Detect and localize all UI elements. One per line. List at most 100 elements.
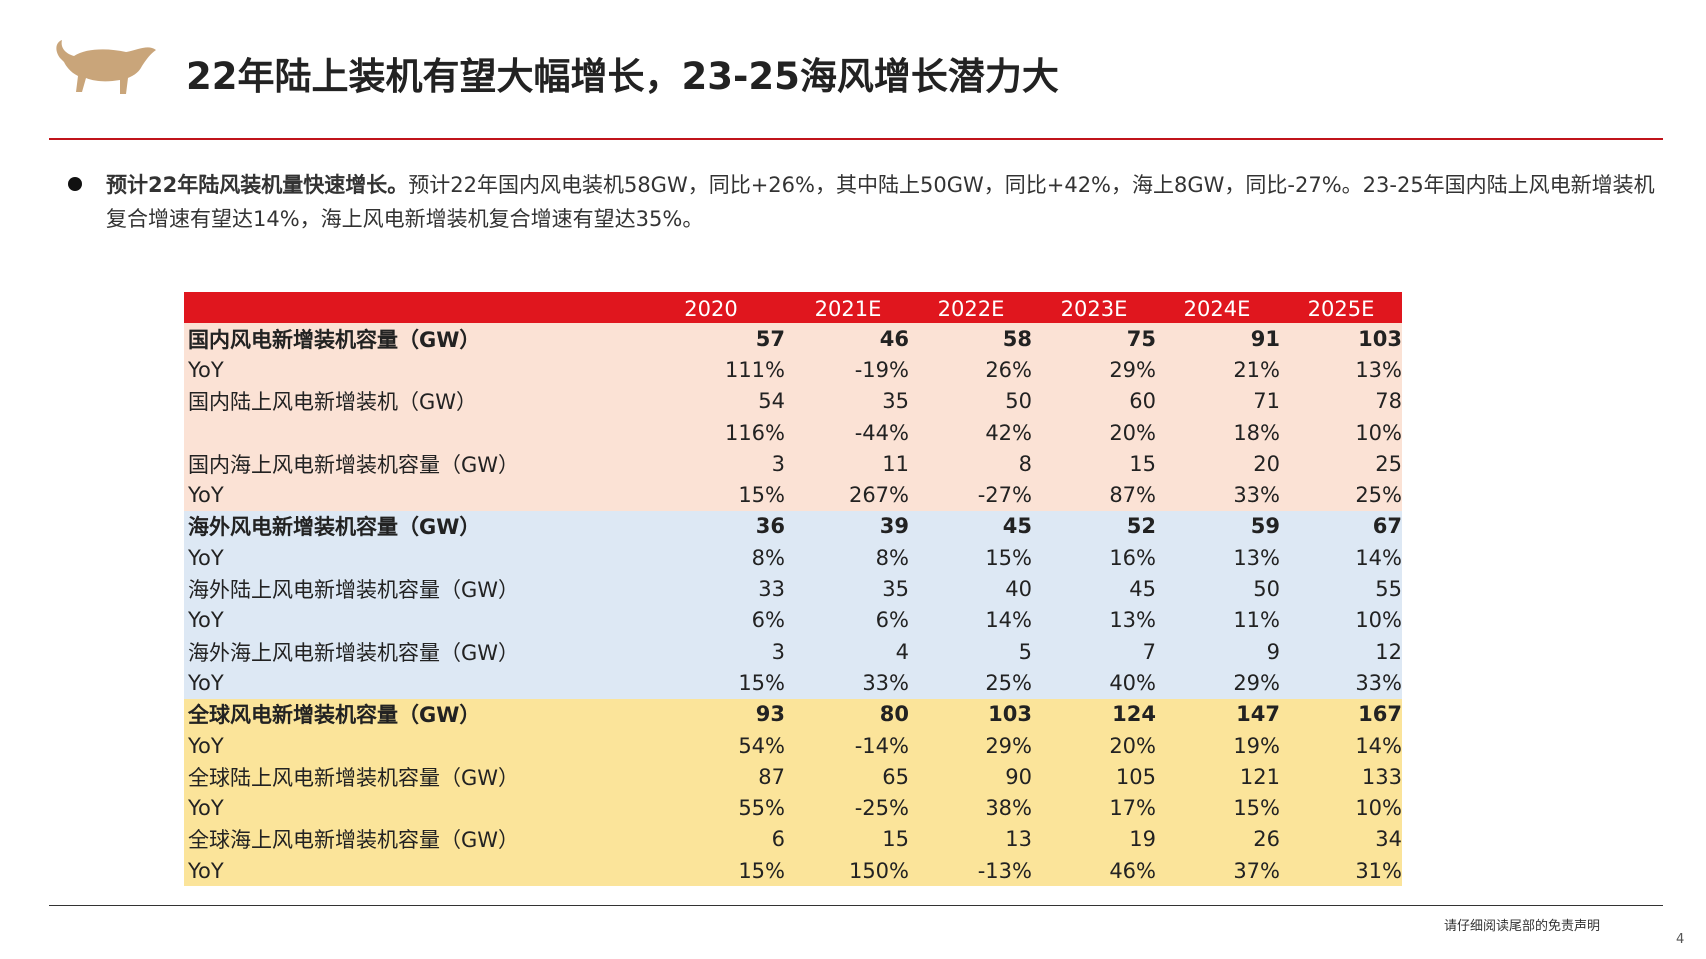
cell: 91 xyxy=(1250,326,1280,351)
row-label: 全球海上风电新增装机容量（GW） xyxy=(188,828,520,853)
cell: 12 xyxy=(1375,639,1402,664)
row-label: YoY xyxy=(188,670,224,695)
row-label: 海外陆上风电新增装机容量（GW） xyxy=(188,578,520,603)
cell: 11 xyxy=(882,451,909,476)
cell: 34 xyxy=(1375,827,1402,852)
cell: 46% xyxy=(1109,858,1156,883)
cell: 29% xyxy=(985,733,1032,758)
row-label: YoY xyxy=(188,608,224,633)
row-label: 全球风电新增装机容量（GW） xyxy=(188,703,481,728)
table-row: YoY 55% -25% 38% 17% 15% 10% xyxy=(184,792,1402,824)
table-row: YoY 15% 33% 25% 40% 29% 33% xyxy=(184,667,1402,699)
row-label: YoY xyxy=(188,858,224,883)
cell: 71 xyxy=(1253,389,1280,414)
cell: 116% xyxy=(724,420,785,445)
table-row: 海外海上风电新增装机容量（GW） 3 4 5 7 9 12 xyxy=(184,635,1402,668)
cell: 40 xyxy=(1005,577,1032,602)
cell: 54 xyxy=(758,389,785,414)
column-header: 2025E xyxy=(1307,296,1375,321)
cell: 50 xyxy=(1005,389,1032,414)
table-row: 国内风电新增装机容量（GW） 57 46 58 75 91 103 xyxy=(184,323,1402,355)
page-number: 4 xyxy=(1676,932,1685,947)
cell: 33% xyxy=(862,670,909,695)
table-row: YoY 15% 150% -13% 46% 37% 31% xyxy=(184,855,1402,887)
cell: 15% xyxy=(1233,796,1280,821)
cell: 93 xyxy=(755,702,785,727)
cell: 111% xyxy=(724,357,785,382)
cell: 13% xyxy=(1233,545,1280,570)
cell: 42% xyxy=(985,420,1032,445)
table-row: YoY 15% 267% -27% 87% 33% 25% xyxy=(184,479,1402,511)
cell: 6 xyxy=(771,827,785,852)
table-row: YoY 54% -14% 29% 20% 19% 14% xyxy=(184,729,1402,762)
cell: 25 xyxy=(1375,451,1402,476)
cell: 167 xyxy=(1358,702,1402,727)
cell: 40% xyxy=(1109,670,1156,695)
cell: 10% xyxy=(1355,420,1402,445)
cell: 65 xyxy=(882,764,909,789)
cell: 19 xyxy=(1129,827,1156,852)
bullet-lead: 预计22年陆风装机量快速增长。 xyxy=(106,173,409,197)
cell: -44% xyxy=(854,420,909,445)
cell: 57 xyxy=(755,326,785,351)
cell: 90 xyxy=(1005,764,1032,789)
row-label: 海外风电新增装机容量（GW） xyxy=(188,515,481,540)
table-row: 海外风电新增装机容量（GW） 36 39 45 52 59 67 xyxy=(184,510,1402,543)
row-label: 海外海上风电新增装机容量（GW） xyxy=(188,640,520,665)
row-label: YoY xyxy=(188,357,224,382)
cell: 20% xyxy=(1109,420,1156,445)
cell: 26% xyxy=(985,357,1032,382)
table: 2020 2021E 2022E 2023E 2024E 2025E 国内风电新增装机容量（… xyxy=(184,292,1402,887)
cell: 14% xyxy=(1355,545,1402,570)
cell: 38% xyxy=(985,796,1032,821)
table-row: 海外陆上风电新增装机容量（GW） 33 35 40 45 50 55 xyxy=(184,573,1402,605)
bullet-text: 预计22年陆风装机量快速增长。预计22年国内风电装机58GW，同比+26%，其中… xyxy=(106,168,1666,236)
cell: 45 xyxy=(1129,577,1156,602)
row-label: YoY xyxy=(188,733,224,758)
cell: 3 xyxy=(771,451,785,476)
cell: -14% xyxy=(854,733,909,758)
cell: 133 xyxy=(1361,764,1402,789)
cell: 80 xyxy=(879,702,909,727)
cell: 36 xyxy=(755,514,785,539)
column-header: 2024E xyxy=(1183,296,1251,321)
cell: 87% xyxy=(1109,483,1156,508)
cell: 33 xyxy=(758,577,785,602)
row-label: YoY xyxy=(188,545,224,570)
cell: 16% xyxy=(1109,545,1156,570)
cell: 19% xyxy=(1233,733,1280,758)
cell: 33% xyxy=(1355,670,1402,695)
cell: 15 xyxy=(1129,451,1156,476)
cell: 37% xyxy=(1233,858,1280,883)
cell: 6% xyxy=(875,608,909,633)
cell: -25% xyxy=(854,796,909,821)
cell: 46 xyxy=(879,326,909,351)
disclaimer: 请仔细阅读尾部的免责声明 xyxy=(1443,919,1600,934)
cell: 7 xyxy=(1142,639,1156,664)
column-header: 2020 xyxy=(684,296,738,321)
cell: 11% xyxy=(1233,608,1280,633)
cell: 52 xyxy=(1126,514,1156,539)
cell: 124 xyxy=(1112,702,1156,727)
header-row: 2020 2021E 2022E 2023E 2024E 2025E xyxy=(184,292,1402,323)
cell: 87 xyxy=(758,764,785,789)
cell: 8% xyxy=(751,545,785,570)
cell: 15% xyxy=(985,545,1032,570)
cell: 18% xyxy=(1233,420,1280,445)
cell: 8 xyxy=(1018,451,1032,476)
cell: -19% xyxy=(854,357,909,382)
table-row: 全球风电新增装机容量（GW） 93 80 103 124 147 167 xyxy=(184,698,1402,730)
cell: 9 xyxy=(1266,639,1280,664)
cell: 25% xyxy=(985,670,1032,695)
cell: 105 xyxy=(1115,764,1156,789)
column-header: 2021E xyxy=(814,296,882,321)
cell: 78 xyxy=(1375,389,1402,414)
cell: 58 xyxy=(1002,326,1032,351)
title: 22年陆上装机有望大幅增长，23-25海风增长潜力大 xyxy=(186,55,1059,98)
table-row: YoY 6% 6% 14% 13% 11% 10% xyxy=(184,604,1402,636)
row-label: YoY xyxy=(188,483,224,508)
column-header: 2023E xyxy=(1060,296,1128,321)
cell: 29% xyxy=(1109,357,1156,382)
cell: 3 xyxy=(771,639,785,664)
